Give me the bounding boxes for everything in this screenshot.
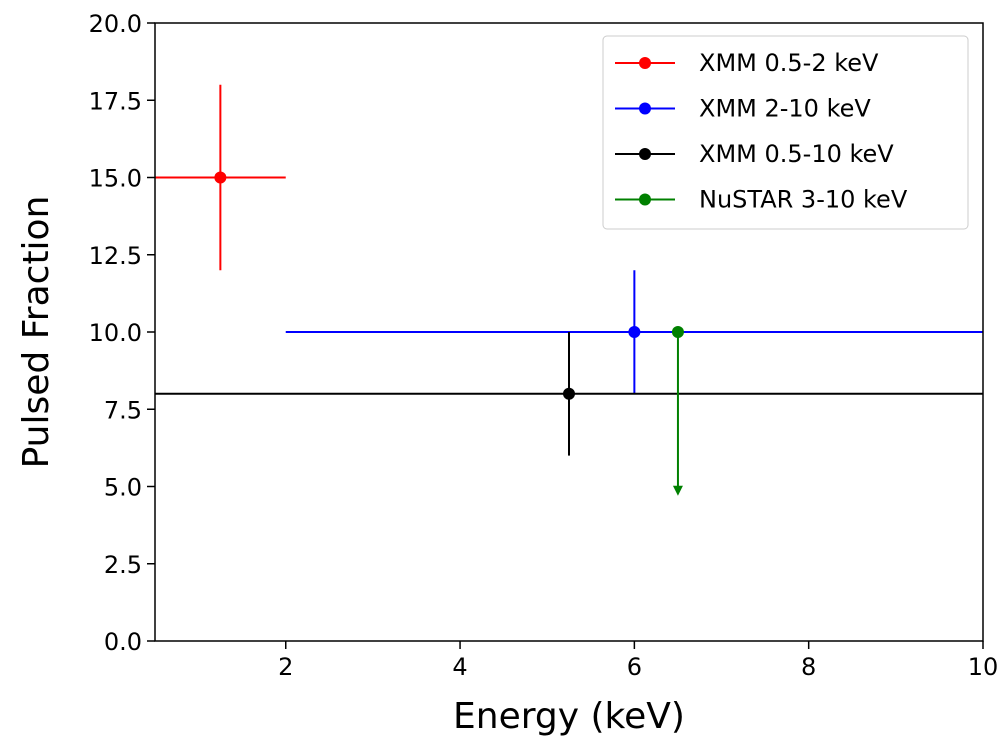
x-tick-label: 10 [968,653,999,681]
series-group [671,326,684,496]
data-point [628,326,641,338]
y-tick-label: 2.5 [104,551,142,579]
data-marks [155,84,983,496]
legend-entry: XMM 0.5-2 keV [615,49,879,77]
series-group [285,270,983,394]
y-tick-label: 0.0 [104,628,142,656]
legend-label: XMM 0.5-2 keV [699,49,879,77]
legend-marker [639,193,651,206]
legend: XMM 0.5-2 keV XMM 2-10 keV XMM 0.5-10 keV N… [602,35,969,230]
x-axis-label: Energy (keV) [453,696,685,737]
legend-marker [639,57,651,69]
y-tick-label: 10.0 [89,319,142,347]
legend-marker [639,102,651,115]
y-tick-label: 17.5 [89,87,142,115]
x-tick-label: 2 [278,653,293,681]
legend-frame [602,35,969,230]
legend-label: XMM 2-10 keV [699,95,871,123]
data-point [214,171,227,184]
y-axis-label: Pulsed Fraction [16,196,57,469]
y-tick-label: 7.5 [104,396,142,424]
y-tick-label: 15.0 [89,165,142,193]
legend-label: XMM 0.5-10 keV [699,140,894,168]
upper-limit-arrow [672,485,683,496]
legend-entry: XMM 2-10 keV [615,95,871,123]
y-axis-ticks: 0.0 2.5 5.0 7.5 10.0 12.5 15.0 17.5 20.0 [89,10,155,656]
legend-marker [639,148,651,160]
legend-entry: NuSTAR 3-10 keV [615,186,908,214]
data-point [563,387,575,400]
series-group [155,84,286,271]
x-axis-ticks: 2 4 6 8 10 [278,641,998,681]
data-point [671,326,684,338]
series-group [155,332,983,456]
y-tick-label: 20.0 [89,10,142,38]
legend-entry: XMM 0.5-10 keV [615,140,894,168]
y-tick-label: 12.5 [89,242,142,270]
y-tick-label: 5.0 [104,474,142,502]
legend-label: NuSTAR 3-10 keV [699,186,908,214]
x-tick-label: 6 [627,653,642,681]
x-tick-label: 8 [801,653,816,681]
x-tick-label: 4 [452,653,467,681]
